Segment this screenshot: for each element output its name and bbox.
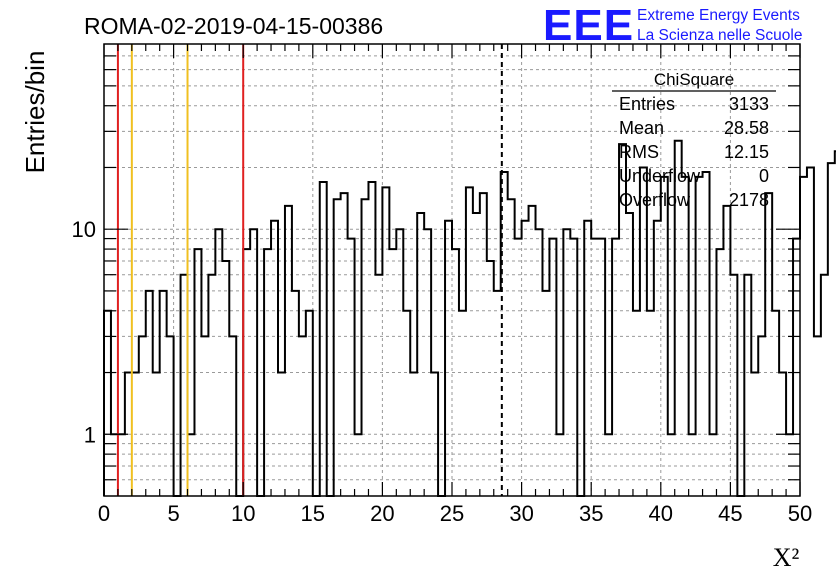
histogram-bin: [229, 336, 236, 496]
eee-logo: EEE Extreme Energy Events La Scienza nel…: [543, 1, 802, 50]
histogram-bin: [334, 199, 341, 496]
histogram-bin: [570, 239, 577, 496]
histogram-bin: [424, 229, 431, 496]
histogram-bin: [508, 199, 515, 496]
stats-rows: Entries 3133 Mean 28.58 RMS 12.15 Underflow 0 Ov…: [619, 94, 769, 210]
histogram-bin: [772, 311, 779, 496]
y-axis: 1 10: [72, 55, 800, 481]
stats-box: ChiSquare Entries 3133 Mean 28.58 RMS 12.15 Un…: [612, 70, 776, 210]
histogram-bin: [362, 199, 369, 496]
histogram-bin: [104, 311, 111, 496]
histogram-bin: [542, 291, 549, 496]
histogram-bin: [292, 291, 299, 496]
histogram-bin: [215, 229, 222, 496]
histogram-bin: [598, 239, 605, 496]
histogram-bin: [703, 172, 710, 496]
x-tick-label: 20: [370, 501, 394, 526]
histogram-bin: [536, 229, 543, 496]
histogram-bin: [758, 336, 765, 496]
histogram-bin: [445, 221, 452, 496]
histogram-bin: [584, 221, 591, 496]
histogram-bin: [375, 275, 382, 496]
histogram-bin: [730, 275, 737, 496]
histogram-bin: [222, 261, 229, 496]
x-tick-label: 35: [579, 501, 603, 526]
y-axis-label: Entries/bin: [20, 51, 50, 174]
histogram-bin: [201, 336, 208, 496]
x-tick-label: 25: [440, 501, 464, 526]
x-tick-label: 5: [167, 501, 179, 526]
stats-value: 0: [759, 166, 769, 186]
histogram-bin: [417, 213, 424, 496]
histogram-bin: [396, 229, 403, 496]
stats-label: Entries: [619, 94, 675, 114]
histogram-bin: [250, 229, 257, 496]
stats-value: 28.58: [724, 118, 769, 138]
x-tick-label: 50: [788, 501, 812, 526]
stats-title: ChiSquare: [654, 70, 734, 89]
histogram-bin: [146, 291, 153, 496]
x-tick-label: 30: [509, 501, 533, 526]
x-tick-label: 15: [301, 501, 325, 526]
stats-value: 12.15: [724, 142, 769, 162]
x-tick-label: 45: [718, 501, 742, 526]
histogram-bin: [821, 275, 828, 496]
x-tick-label: 40: [649, 501, 673, 526]
logo-mark: EEE: [543, 1, 634, 50]
histogram-bin: [793, 239, 800, 496]
histogram-bin: [167, 336, 174, 496]
x-axis-label: X²: [773, 543, 800, 572]
stats-label: Overflow: [619, 190, 691, 210]
histogram-bin: [515, 239, 522, 496]
histogram-bin: [466, 187, 473, 496]
histogram-bin: [160, 291, 167, 496]
histogram-outline: [103, 139, 836, 497]
histogram-bin: [807, 167, 814, 496]
histogram-bin: [208, 275, 215, 496]
histogram-bin: [828, 163, 835, 496]
histogram-bin: [271, 221, 278, 496]
logo-line1: Extreme Energy Events: [637, 7, 800, 24]
histogram-bin: [549, 239, 556, 496]
histogram-bin: [306, 311, 313, 496]
x-tick-label: 10: [231, 501, 255, 526]
histogram-bin: [647, 311, 654, 496]
histogram-bin: [563, 229, 570, 496]
histogram-bin: [522, 221, 529, 496]
marker-lines: [116, 44, 503, 496]
histogram-bin: [814, 336, 821, 496]
chart-title: ROMA-02-2019-04-15-00386: [84, 13, 383, 39]
histogram-bin: [654, 221, 661, 496]
logo-line2: La Scienza nelle Scuole: [637, 27, 802, 44]
histogram-bin: [633, 311, 640, 496]
x-axis: 0 5 10 15 20 25 30 35 40 45 50: [98, 44, 812, 526]
histogram-bars: [103, 139, 836, 497]
stats-label: Mean: [619, 118, 664, 138]
histogram-bin: [487, 261, 494, 496]
histogram-bin: [494, 291, 501, 496]
stats-value: 3133: [729, 94, 769, 114]
histogram-bin: [299, 336, 306, 496]
histogram-bin: [382, 187, 389, 496]
histogram-bin: [800, 177, 807, 496]
histogram-bin: [640, 167, 647, 496]
histogram-bin: [181, 275, 188, 496]
histogram-bin: [459, 311, 466, 496]
histogram-bin: [612, 239, 619, 496]
histogram-bin: [473, 213, 480, 496]
histogram-bin: [348, 239, 355, 496]
histogram-bin: [626, 213, 633, 496]
y-tick-label: 10: [72, 217, 96, 242]
stats-label: Underflow: [619, 166, 701, 186]
stats-label: RMS: [619, 142, 659, 162]
histogram-bin: [139, 336, 146, 496]
histogram-bin: [591, 239, 598, 496]
y-tick-label: 1: [84, 422, 96, 447]
histogram-bin: [744, 275, 751, 496]
x-tick-label: 0: [98, 501, 110, 526]
histogram-bin: [403, 311, 410, 496]
stats-value: 2178: [729, 190, 769, 210]
